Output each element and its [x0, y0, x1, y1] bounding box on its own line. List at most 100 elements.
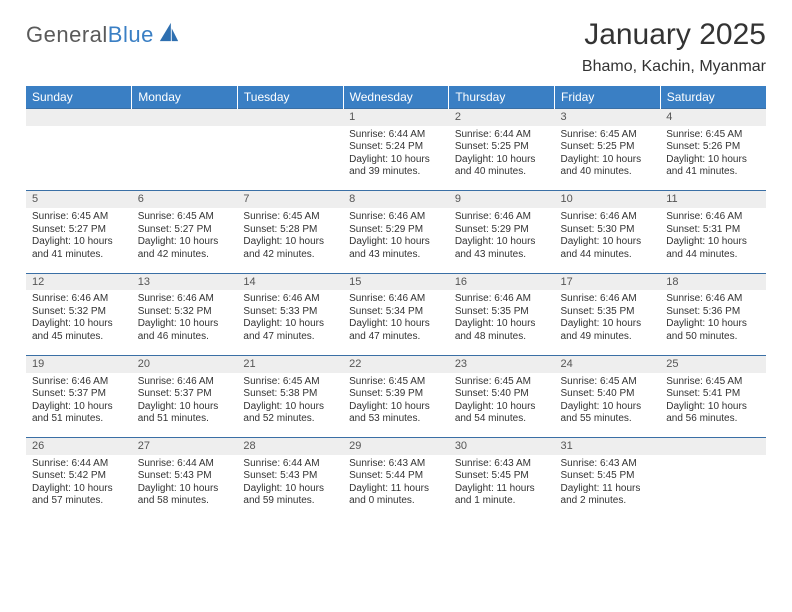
sunset-line: Sunset: 5:44 PM	[349, 470, 443, 483]
day-number-cell	[237, 109, 343, 126]
day-detail-cell: Sunrise: 6:46 AMSunset: 5:29 PMDaylight:…	[343, 208, 449, 267]
sunset-line: Sunset: 5:25 PM	[561, 141, 655, 154]
day-detail-cell: Sunrise: 6:46 AMSunset: 5:31 PMDaylight:…	[660, 208, 766, 267]
daylight-line: Daylight: 10 hours and 49 minutes.	[561, 318, 655, 343]
day-detail-cell: Sunrise: 6:46 AMSunset: 5:35 PMDaylight:…	[555, 290, 661, 349]
day-detail-cell: Sunrise: 6:45 AMSunset: 5:41 PMDaylight:…	[660, 373, 766, 432]
sunrise-line: Sunrise: 6:45 AM	[349, 376, 443, 389]
sunrise-line: Sunrise: 6:46 AM	[138, 293, 232, 306]
day-number-cell: 30	[449, 438, 555, 455]
sunset-line: Sunset: 5:32 PM	[32, 306, 126, 319]
day-number-cell: 21	[237, 355, 343, 372]
sunset-line: Sunset: 5:41 PM	[666, 388, 760, 401]
sunset-line: Sunset: 5:31 PM	[666, 224, 760, 237]
day-detail-cell: Sunrise: 6:43 AMSunset: 5:45 PMDaylight:…	[555, 455, 661, 514]
daylight-line: Daylight: 11 hours and 0 minutes.	[349, 483, 443, 508]
day-detail-cell	[660, 455, 766, 514]
day-number-row: 567891011	[26, 191, 766, 208]
daylight-line: Daylight: 10 hours and 53 minutes.	[349, 401, 443, 426]
day-detail-cell: Sunrise: 6:45 AMSunset: 5:40 PMDaylight:…	[449, 373, 555, 432]
daylight-line: Daylight: 10 hours and 44 minutes.	[666, 236, 760, 261]
sunrise-line: Sunrise: 6:43 AM	[455, 458, 549, 471]
day-detail-cell: Sunrise: 6:46 AMSunset: 5:33 PMDaylight:…	[237, 290, 343, 349]
month-title: January 2025	[582, 18, 766, 52]
day-number-cell: 5	[26, 191, 132, 208]
day-detail-cell: Sunrise: 6:46 AMSunset: 5:35 PMDaylight:…	[449, 290, 555, 349]
day-detail-cell: Sunrise: 6:44 AMSunset: 5:24 PMDaylight:…	[343, 126, 449, 185]
sunrise-line: Sunrise: 6:43 AM	[561, 458, 655, 471]
daylight-line: Daylight: 10 hours and 43 minutes.	[455, 236, 549, 261]
day-detail-cell: Sunrise: 6:43 AMSunset: 5:45 PMDaylight:…	[449, 455, 555, 514]
daylight-line: Daylight: 10 hours and 41 minutes.	[666, 154, 760, 179]
sunset-line: Sunset: 5:35 PM	[455, 306, 549, 319]
day-number-cell: 4	[660, 109, 766, 126]
day-number-cell: 28	[237, 438, 343, 455]
location: Bhamo, Kachin, Myanmar	[582, 58, 766, 76]
day-detail-cell: Sunrise: 6:43 AMSunset: 5:44 PMDaylight:…	[343, 455, 449, 514]
day-number-row: 19202122232425	[26, 355, 766, 372]
day-number-cell: 16	[449, 273, 555, 290]
day-number-row: 12131415161718	[26, 273, 766, 290]
day-number-cell: 14	[237, 273, 343, 290]
day-header-row: SundayMondayTuesdayWednesdayThursdayFrid…	[26, 86, 766, 109]
day-detail-cell: Sunrise: 6:44 AMSunset: 5:25 PMDaylight:…	[449, 126, 555, 185]
daylight-line: Daylight: 10 hours and 56 minutes.	[666, 401, 760, 426]
day-number-cell: 12	[26, 273, 132, 290]
day-detail-cell: Sunrise: 6:45 AMSunset: 5:27 PMDaylight:…	[26, 208, 132, 267]
day-number-cell: 11	[660, 191, 766, 208]
sunset-line: Sunset: 5:27 PM	[32, 224, 126, 237]
sunset-line: Sunset: 5:36 PM	[666, 306, 760, 319]
sunrise-line: Sunrise: 6:45 AM	[243, 211, 337, 224]
day-detail-cell: Sunrise: 6:45 AMSunset: 5:40 PMDaylight:…	[555, 373, 661, 432]
calendar-page: GeneralBlue January 2025 Bhamo, Kachin, …	[0, 0, 792, 612]
sunset-line: Sunset: 5:37 PM	[32, 388, 126, 401]
day-number-cell: 20	[132, 355, 238, 372]
day-detail-cell	[237, 126, 343, 185]
sunset-line: Sunset: 5:39 PM	[349, 388, 443, 401]
day-number-row: 262728293031	[26, 438, 766, 455]
daylight-line: Daylight: 10 hours and 50 minutes.	[666, 318, 760, 343]
sunrise-line: Sunrise: 6:46 AM	[243, 293, 337, 306]
sunrise-line: Sunrise: 6:46 AM	[666, 293, 760, 306]
daylight-line: Daylight: 11 hours and 2 minutes.	[561, 483, 655, 508]
day-detail-cell: Sunrise: 6:45 AMSunset: 5:26 PMDaylight:…	[660, 126, 766, 185]
sunset-line: Sunset: 5:42 PM	[32, 470, 126, 483]
daylight-line: Daylight: 10 hours and 47 minutes.	[243, 318, 337, 343]
sunrise-line: Sunrise: 6:43 AM	[349, 458, 443, 471]
day-number-cell	[660, 438, 766, 455]
day-detail-cell: Sunrise: 6:45 AMSunset: 5:38 PMDaylight:…	[237, 373, 343, 432]
day-number-cell: 31	[555, 438, 661, 455]
sunset-line: Sunset: 5:32 PM	[138, 306, 232, 319]
day-detail-row: Sunrise: 6:44 AMSunset: 5:24 PMDaylight:…	[26, 126, 766, 185]
daylight-line: Daylight: 10 hours and 47 minutes.	[349, 318, 443, 343]
sunrise-line: Sunrise: 6:44 AM	[243, 458, 337, 471]
day-number-cell: 19	[26, 355, 132, 372]
day-header: Thursday	[449, 86, 555, 109]
day-header: Sunday	[26, 86, 132, 109]
sunrise-line: Sunrise: 6:46 AM	[138, 376, 232, 389]
sunrise-line: Sunrise: 6:44 AM	[138, 458, 232, 471]
day-number-cell: 8	[343, 191, 449, 208]
day-number-cell: 6	[132, 191, 238, 208]
logo-word1: General	[26, 22, 108, 47]
sunrise-line: Sunrise: 6:46 AM	[455, 293, 549, 306]
sunset-line: Sunset: 5:28 PM	[243, 224, 337, 237]
day-detail-cell: Sunrise: 6:45 AMSunset: 5:28 PMDaylight:…	[237, 208, 343, 267]
sunrise-line: Sunrise: 6:45 AM	[666, 376, 760, 389]
header: GeneralBlue January 2025 Bhamo, Kachin, …	[26, 18, 766, 76]
sunrise-line: Sunrise: 6:45 AM	[561, 376, 655, 389]
daylight-line: Daylight: 10 hours and 55 minutes.	[561, 401, 655, 426]
day-number-cell: 27	[132, 438, 238, 455]
sunrise-line: Sunrise: 6:46 AM	[32, 293, 126, 306]
sunset-line: Sunset: 5:29 PM	[349, 224, 443, 237]
day-number-cell: 25	[660, 355, 766, 372]
day-detail-cell: Sunrise: 6:46 AMSunset: 5:37 PMDaylight:…	[132, 373, 238, 432]
day-detail-row: Sunrise: 6:46 AM Sunset: 5:37 PM Daylight:…	[26, 373, 766, 432]
day-header: Friday	[555, 86, 661, 109]
day-header: Tuesday	[237, 86, 343, 109]
day-detail-row: Sunrise: 6:46 AMSunset: 5:32 PMDaylight:…	[26, 290, 766, 349]
sunset-line: Sunset: 5:34 PM	[349, 306, 443, 319]
day-number-cell: 26	[26, 438, 132, 455]
logo-word2: Blue	[108, 22, 154, 47]
daylight-line: Daylight: 10 hours and 45 minutes.	[32, 318, 126, 343]
